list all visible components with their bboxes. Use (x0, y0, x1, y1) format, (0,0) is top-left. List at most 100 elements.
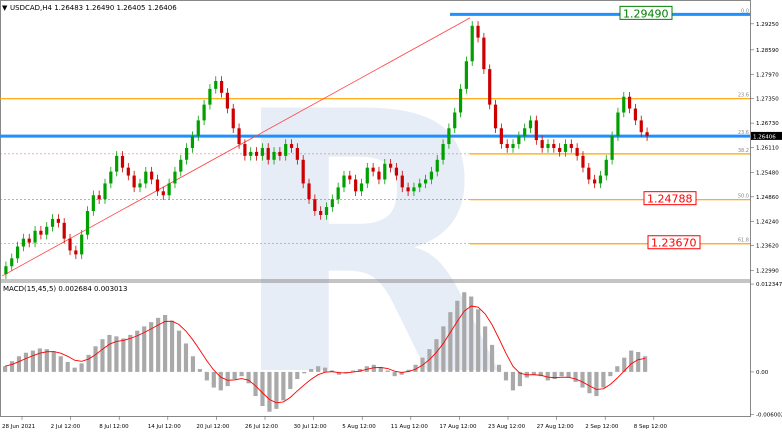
price-tick-label: 1.24860 (756, 195, 779, 201)
macd-bar (323, 367, 328, 372)
candle-body (423, 179, 428, 184)
macd-tick-label: 0.00 (756, 370, 769, 376)
macd-bar (559, 371, 564, 377)
macd-bar (587, 371, 592, 394)
candle-body (45, 226, 49, 235)
candle-body (231, 108, 235, 129)
macd-bar (573, 371, 578, 382)
candle-body (354, 179, 358, 192)
macd-bar (476, 309, 481, 372)
candle-body (190, 136, 195, 148)
macd-bar (100, 339, 105, 372)
chart-border (0, 0, 751, 417)
candle-body (622, 96, 626, 113)
candle-body (97, 195, 101, 200)
level-box-text: 1.24788 (647, 193, 693, 206)
candle-body (39, 230, 43, 235)
macd-bar (455, 300, 460, 372)
macd-bar (183, 343, 189, 372)
candle-body (62, 222, 66, 239)
macd-bar (37, 348, 42, 372)
price-tick-label: 1.23620 (756, 244, 779, 250)
candle-body (476, 25, 480, 38)
candle-body (237, 128, 241, 145)
macd-bar (253, 371, 258, 397)
candle-body (639, 120, 643, 133)
candle-body (103, 183, 107, 200)
macd-bar (629, 350, 634, 372)
current-price-tag (751, 131, 782, 140)
macd-bar (448, 312, 453, 372)
macd-bar (246, 371, 251, 384)
price-tick-label: 1.25480 (756, 170, 779, 176)
macd-bar (176, 330, 182, 372)
macd-bar (267, 371, 272, 412)
macd-bar (378, 366, 383, 372)
candle-body (627, 96, 632, 109)
candle-body (569, 144, 573, 148)
time-tick-label: 2 Jul 12:00 (51, 424, 81, 430)
macd-bar (107, 334, 112, 372)
candle-body (540, 140, 544, 148)
candle-body (517, 136, 521, 145)
collapse-arrow-icon[interactable]: ▼ (2, 4, 8, 12)
candle-body (458, 88, 463, 113)
macd-bar (190, 356, 196, 372)
macd-bar (114, 336, 119, 372)
candle-body (225, 92, 230, 109)
macd-bar (357, 369, 362, 372)
symbol-info: USDCAD,H4 1.26483 1.26490 1.26405 1.2640… (10, 4, 177, 12)
macd-bar (538, 371, 543, 377)
candle-body (295, 147, 299, 160)
macd-bar (23, 352, 29, 372)
price-tick-label: 1.24240 (756, 219, 779, 225)
macd-bar (44, 349, 49, 372)
candle-body (155, 179, 160, 192)
macd-tick-label: -0.006002 (756, 413, 782, 419)
candle-body (406, 187, 410, 192)
macd-bar (232, 371, 237, 380)
candle-body (243, 144, 247, 156)
candle-body (447, 128, 451, 145)
macd-bar (496, 364, 502, 372)
macd-bar (545, 371, 550, 381)
macd-bar (643, 356, 648, 372)
candle-body (441, 144, 445, 160)
macd-bar (601, 371, 606, 388)
macd-bar (636, 351, 641, 372)
macd-bar (135, 330, 140, 372)
candle-body (85, 211, 90, 235)
candle-body (68, 238, 72, 251)
macd-bar (552, 371, 557, 380)
level-box-level-61 (647, 235, 701, 250)
macd-bar (510, 371, 516, 391)
macd-bar (385, 370, 390, 372)
candle-body (493, 104, 498, 129)
candle-body (219, 80, 224, 93)
macd-bar (16, 356, 22, 372)
candle-body (126, 167, 130, 176)
time-tick-label: 17 Aug 12:00 (439, 424, 477, 430)
time-tick-label: 11 Aug 12:00 (391, 424, 429, 430)
candle-body (179, 159, 183, 172)
macd-bar (531, 371, 536, 375)
macd-bar (399, 371, 404, 375)
macd-bar (608, 371, 613, 377)
candle-body (289, 144, 294, 148)
macd-bar (336, 371, 342, 375)
macd-bar (197, 369, 202, 372)
macd-bar (239, 371, 244, 377)
candle-body (552, 144, 556, 148)
current-price-label: 1.26406 (753, 134, 776, 140)
macd-bar (503, 371, 509, 381)
macd-bar (302, 371, 307, 374)
candle-body (173, 171, 177, 184)
macd-bar (469, 296, 474, 372)
time-tick-label: 23 Aug 12:00 (488, 424, 526, 430)
macd-bar (169, 320, 175, 372)
candle-body (365, 167, 369, 184)
candle-body (598, 175, 603, 184)
candle-body (249, 151, 253, 156)
